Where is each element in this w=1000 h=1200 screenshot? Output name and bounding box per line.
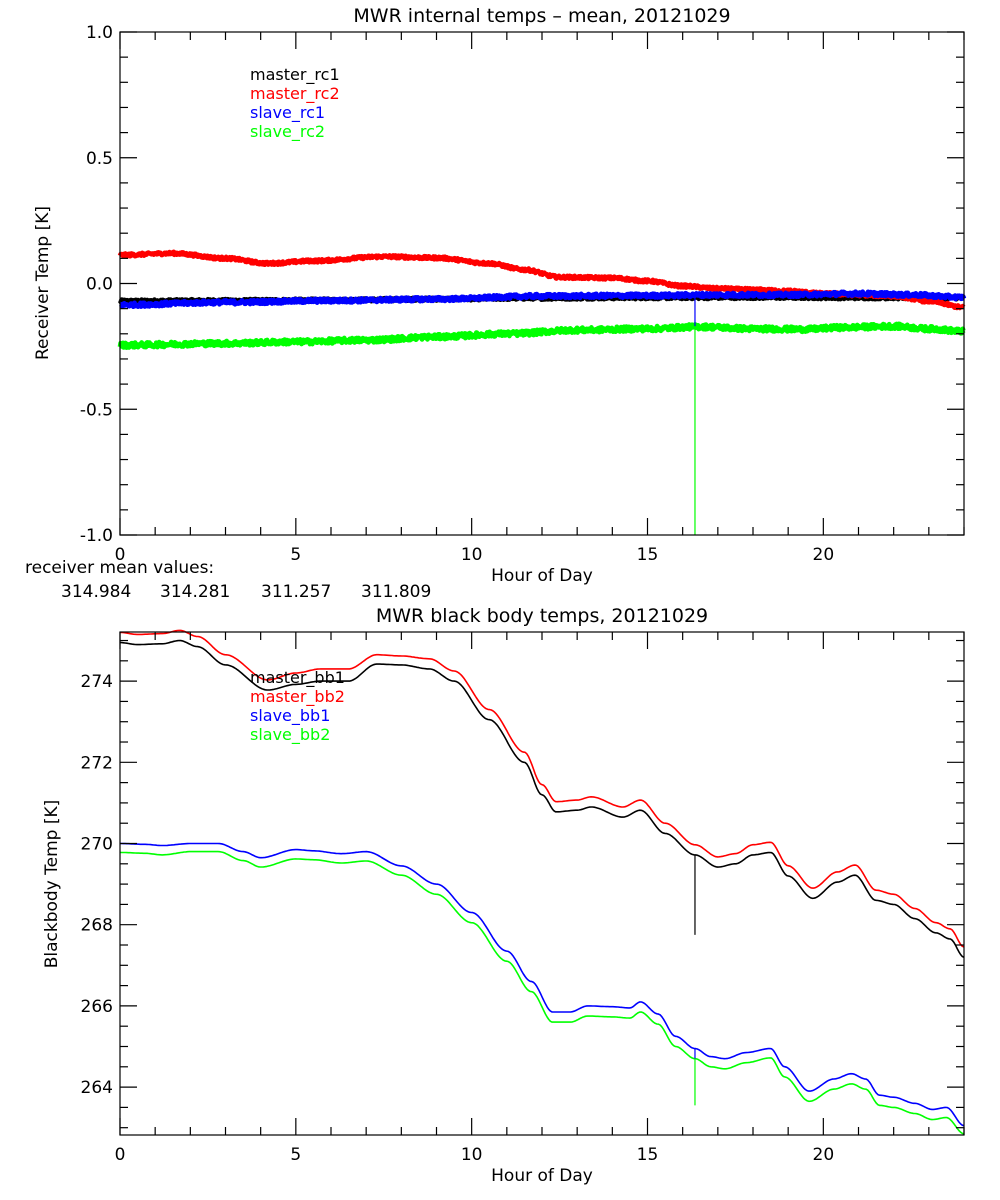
receiver-mean-label: receiver mean values:	[25, 558, 214, 578]
legend-entry-master-bb2: master_bb2	[250, 687, 345, 707]
chart-title: MWR internal temps – mean, 20121029	[353, 5, 730, 27]
y-tick-label: 0.5	[86, 149, 113, 169]
y-tick-label: 0.0	[86, 275, 113, 295]
receiver-temp-chart: MWR internal temps – mean, 20121029 Hour…	[25, 5, 967, 602]
series-line-slave-rc2	[117, 321, 966, 350]
legend: master_bb1 master_bb2 slave_bb1 slave_bb…	[250, 668, 345, 745]
y-tick-label: 270	[81, 835, 113, 855]
y-tick-label: 272	[81, 753, 113, 773]
y-tick-label: -1.0	[80, 526, 113, 546]
x-tick-label: 20	[813, 545, 835, 565]
x-tick-label: 15	[637, 545, 659, 565]
receiver-mean-value-slave-rc1: 311.257	[261, 582, 331, 602]
series-layer	[119, 629, 965, 1135]
y-tick-label: -0.5	[80, 400, 113, 420]
y-tick-label: 268	[81, 916, 113, 936]
receiver-mean-value-master-rc2: 314.281	[160, 582, 230, 602]
legend-entry-master-rc1: master_rc1	[250, 65, 340, 85]
series-line-slave-bb1	[120, 842, 965, 1127]
blackbody-temp-chart: MWR black body temps, 20121029 Hour of D…	[42, 605, 965, 1186]
x-tick-label: 10	[461, 545, 483, 565]
legend: master_rc1 master_rc2 slave_rc1 slave_rc…	[250, 65, 340, 142]
x-tick-label: 5	[290, 1145, 301, 1165]
legend-entry-master-bb1: master_bb1	[250, 668, 345, 688]
series-line-slave-bb2	[119, 850, 965, 1135]
chart-title: MWR black body temps, 20121029	[376, 605, 708, 627]
receiver-mean-annotation: receiver mean values: 314.984 314.281 31…	[25, 558, 431, 602]
y-tick-label: 266	[81, 997, 113, 1017]
plot-frame	[119, 631, 965, 1136]
series-line-master-bb2	[119, 629, 965, 948]
x-tick-label: 10	[461, 1145, 483, 1165]
y-axis-label: Receiver Temp [K]	[33, 206, 53, 360]
axes: 0 5 10 15 20 -1.0 -0.5 0.0 0.5 1.0	[80, 23, 965, 565]
y-tick-label: 1.0	[86, 23, 113, 43]
legend-entry-master-rc2: master_rc2	[250, 84, 340, 104]
x-tick-label: 5	[290, 545, 301, 565]
x-tick-label: 15	[637, 1145, 659, 1165]
axes: 0 5 10 15 20 264 266 268 270 272 274	[81, 631, 965, 1165]
x-axis-label: Hour of Day	[491, 1166, 593, 1186]
plot-frame	[119, 31, 965, 536]
series-line-master-bb1	[120, 639, 965, 958]
series-layer	[117, 249, 967, 535]
legend-entry-slave-rc1: slave_rc1	[250, 103, 325, 123]
legend-entry-slave-bb2: slave_bb2	[250, 725, 330, 745]
receiver-mean-value-master-rc1: 314.984	[61, 582, 131, 602]
x-axis-label: Hour of Day	[491, 566, 593, 586]
x-tick-label: 0	[115, 1145, 126, 1165]
legend-entry-slave-bb1: slave_bb1	[250, 706, 330, 726]
series-line-slave-rc1	[118, 289, 967, 310]
receiver-mean-value-slave-rc2: 311.809	[361, 582, 431, 602]
y-axis-label: Blackbody Temp [K]	[42, 800, 62, 969]
x-tick-label: 20	[813, 1145, 835, 1165]
y-tick-label: 264	[81, 1078, 113, 1098]
y-tick-label: 274	[81, 672, 113, 692]
legend-entry-slave-rc2: slave_rc2	[250, 122, 325, 142]
x-tick-label: 0	[115, 545, 126, 565]
